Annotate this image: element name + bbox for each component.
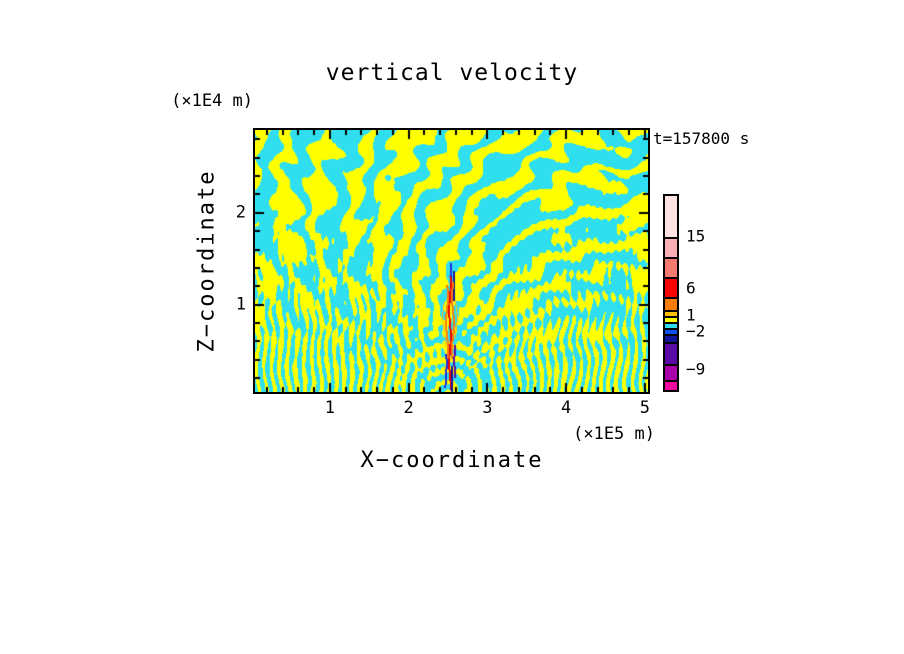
y-tick-label-1: 1: [235, 294, 246, 315]
colorbar-segment-0: [665, 196, 677, 237]
colorbar-label-1: 1: [686, 305, 696, 325]
colorbar-segment-6: [665, 316, 677, 322]
colorbar-segment-3: [665, 277, 677, 297]
colorbar: [663, 194, 679, 392]
colorbar-segment-9: [665, 334, 677, 342]
plot-area: [253, 128, 650, 394]
y-tick-label-2: 2: [235, 202, 246, 223]
chart-title: vertical velocity: [325, 60, 579, 86]
colorbar-label-6: 6: [686, 278, 696, 298]
colorbar-label-15: 15: [686, 226, 706, 246]
colorbar-segment-11: [665, 364, 677, 380]
colorbar-label-−9: −9: [686, 359, 706, 379]
x-axis-title: X−coordinate: [360, 448, 544, 473]
x-tick-label-5: 5: [639, 398, 650, 418]
colorbar-segment-4: [665, 297, 677, 310]
colorbar-segment-8: [665, 328, 677, 334]
timestamp-label: t=157800 s: [653, 129, 750, 148]
x-axis-unit-label: (×1E5 m): [573, 424, 655, 444]
colorbar-segment-12: [665, 380, 677, 390]
x-tick-label-2: 2: [403, 398, 414, 418]
colorbar-segment-2: [665, 257, 677, 277]
colorbar-segment-5: [665, 310, 677, 316]
colorbar-label-−2: −2: [686, 321, 706, 341]
colorbar-segment-7: [665, 322, 677, 328]
vertical-velocity-field: [255, 130, 648, 392]
y-axis-unit-label: (×1E4 m): [171, 91, 253, 111]
x-tick-label-1: 1: [324, 398, 335, 418]
y-axis-title: Z−coordinate: [194, 169, 220, 353]
colorbar-segment-1: [665, 237, 677, 257]
x-tick-label-3: 3: [482, 398, 493, 418]
x-tick-label-4: 4: [560, 398, 572, 418]
colorbar-segment-10: [665, 342, 677, 364]
